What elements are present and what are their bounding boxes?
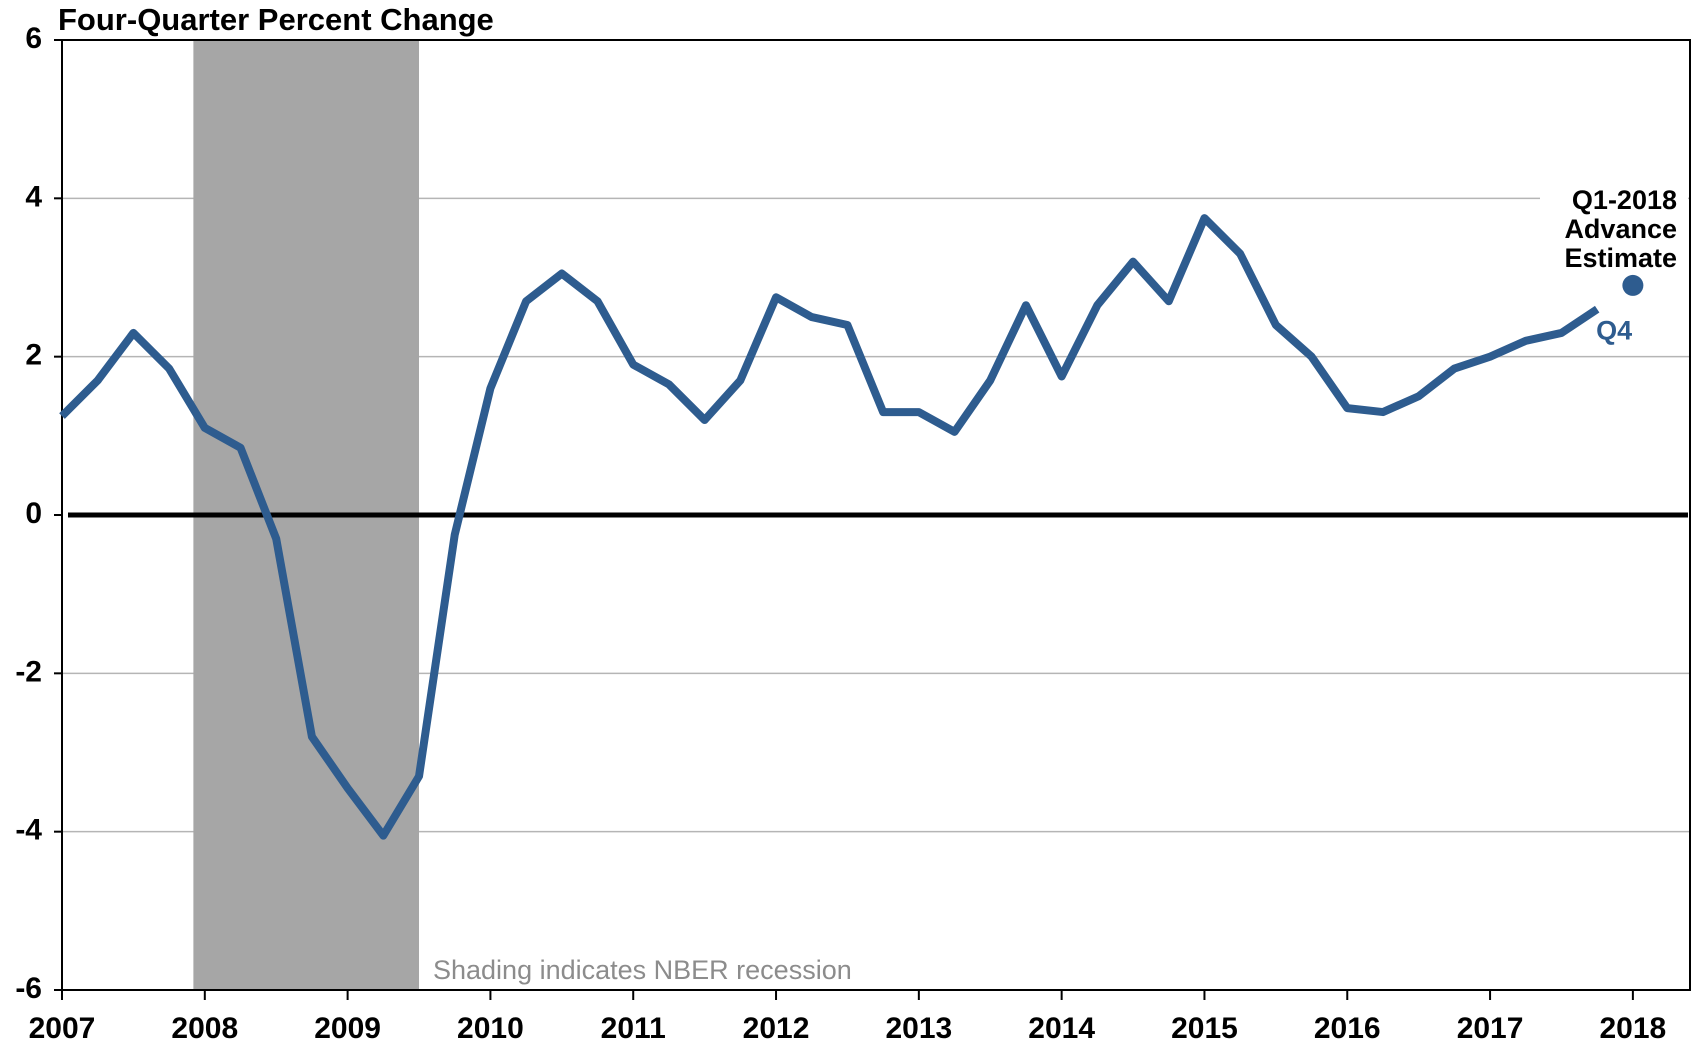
- y-tick-label: 4: [25, 180, 42, 213]
- annotation-background: [1540, 180, 1688, 280]
- x-tick-label: 2016: [1314, 1012, 1381, 1045]
- x-tick-label: 2014: [1028, 1012, 1095, 1045]
- x-tick-label: 2017: [1457, 1012, 1524, 1045]
- x-tick-label: 2008: [171, 1012, 238, 1045]
- x-tick-label: 2012: [743, 1012, 810, 1045]
- advance-estimate-point: [1622, 274, 1644, 296]
- x-tick-label: 2015: [1171, 1012, 1238, 1045]
- x-tick-label: 2010: [457, 1012, 524, 1045]
- y-tick-label: -4: [15, 814, 42, 847]
- annotation-text: Q1-2018: [1572, 185, 1677, 215]
- y-tick-label: 6: [25, 22, 42, 55]
- chart-title: Four-Quarter Percent Change: [58, 2, 494, 37]
- annotation-text: Estimate: [1564, 243, 1677, 273]
- x-tick-label: 2009: [314, 1012, 381, 1045]
- plot-frame: [61, 39, 1691, 991]
- x-tick-label: 2011: [601, 1012, 666, 1045]
- y-tick-label: 2: [25, 339, 42, 372]
- x-tick-label: 2007: [29, 1012, 96, 1045]
- recession-note: Shading indicates NBER recession: [433, 955, 852, 985]
- data-line: [59, 214, 1600, 840]
- y-tick-label: 0: [25, 497, 42, 530]
- x-tick-label: 2018: [1600, 1012, 1667, 1045]
- y-tick-label: -6: [15, 972, 42, 1005]
- series-label: Q4: [1596, 315, 1632, 345]
- x-tick-label: 2013: [885, 1012, 952, 1045]
- y-tick-label: -2: [15, 655, 42, 688]
- annotation-text: Advance: [1564, 214, 1677, 244]
